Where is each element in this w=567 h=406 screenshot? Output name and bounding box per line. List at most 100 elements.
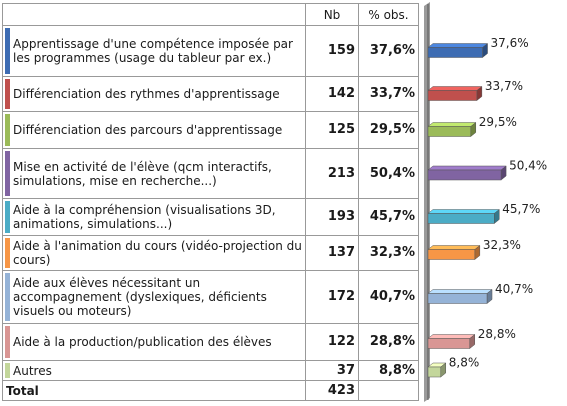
category-cell: Aide à la compréhension (visualisations … (3, 199, 306, 236)
category-cell: Aide à la production/publication des élè… (3, 324, 306, 361)
percent-cell: 32,3% (359, 236, 419, 271)
bar (427, 85, 483, 102)
bar-top (427, 245, 481, 250)
bar (427, 333, 476, 350)
category-label: Aide à la compréhension (visualisations … (13, 203, 276, 231)
bar-front (427, 249, 476, 260)
total-row: Total 423 (3, 381, 419, 401)
total-label: Total (3, 381, 306, 401)
category-label: Aide à la production/publication des élè… (13, 335, 272, 349)
bar-top (427, 165, 507, 171)
bar-value-label: 28,8% (478, 327, 516, 341)
table-row: Aide aux élèves nécessitant un accompagn… (3, 271, 419, 324)
color-stripe (5, 238, 10, 268)
table: Nb% obs. Apprentissage d'une compétence i… (2, 3, 419, 401)
percent-cell: 40,7% (359, 271, 419, 324)
color-stripe (5, 79, 10, 109)
category-cell: Différenciation des parcours d'apprentis… (3, 112, 306, 149)
bar-front (427, 47, 483, 58)
total-value: 423 (306, 381, 359, 401)
color-stripe (5, 326, 10, 358)
table-row: Aide à la production/publication des élè… (3, 324, 419, 361)
bar-top (427, 334, 476, 339)
count-cell: 193 (306, 199, 359, 236)
bar-value-label: 29,5% (479, 115, 517, 129)
color-stripe (5, 114, 10, 146)
bar (427, 288, 493, 305)
percent-cell: 33,7% (359, 77, 419, 112)
bar (427, 121, 477, 138)
bar-top (427, 122, 477, 127)
total-empty (359, 381, 419, 401)
percent-cell: 45,7% (359, 199, 419, 236)
percent-cell: 8,8% (359, 361, 419, 381)
category-label: Aide à l'animation du cours (vidéo-proje… (13, 239, 302, 267)
count-cell: 137 (306, 236, 359, 271)
table-row: Autres 37 8,8% (3, 361, 419, 381)
count-cell: 159 (306, 26, 359, 77)
category-label: Aide aux élèves nécessitant un accompagn… (13, 276, 267, 318)
count-cell: 37 (306, 361, 359, 381)
category-cell: Aide aux élèves nécessitant un accompagn… (3, 271, 306, 324)
percent-cell: 28,8% (359, 324, 419, 361)
color-stripe (5, 201, 10, 233)
header-cell: Nb (306, 4, 359, 26)
color-stripe (5, 151, 10, 196)
table-row: Mise en activité de l'élève (qcm interac… (3, 149, 419, 199)
bar-top (427, 209, 500, 214)
bar-value-label: 32,3% (483, 238, 521, 252)
bar-value-label: 40,7% (495, 282, 533, 296)
category-label: Autres (13, 363, 52, 378)
bar (427, 362, 447, 378)
percent-cell: 50,4% (359, 149, 419, 199)
bar-front (427, 293, 488, 304)
category-cell: Différenciation des rythmes d'apprentiss… (3, 77, 306, 112)
category-cell: Apprentissage d'une compétence imposée p… (3, 26, 306, 77)
category-label: Mise en activité de l'élève (qcm interac… (13, 159, 272, 188)
bar-value-label: 37,6% (491, 36, 529, 50)
bar-front (427, 169, 502, 181)
color-stripe (5, 28, 10, 74)
bar-top (427, 289, 493, 294)
bar (427, 208, 500, 225)
bar (427, 42, 489, 59)
bar-front (427, 213, 495, 224)
bar-value-label: 33,7% (485, 79, 523, 93)
bar (427, 244, 481, 261)
category-cell: Mise en activité de l'élève (qcm interac… (3, 149, 306, 199)
table-row: Différenciation des rythmes d'apprentiss… (3, 77, 419, 112)
category-label: Apprentissage d'une compétence imposée p… (13, 37, 293, 65)
table-row: Aide à l'animation du cours (vidéo-proje… (3, 236, 419, 271)
category-label: Différenciation des parcours d'apprentis… (13, 123, 283, 137)
bar-front (427, 126, 472, 137)
bar-value-label: 50,4% (509, 159, 547, 173)
header-row: Nb% obs. (3, 4, 419, 26)
bar-front (427, 90, 478, 101)
header-cell (3, 4, 306, 26)
bar-value-label: 45,7% (502, 202, 540, 216)
bar (427, 165, 507, 181)
count-cell: 213 (306, 149, 359, 199)
count-cell: 122 (306, 324, 359, 361)
percent-cell: 29,5% (359, 112, 419, 149)
table-row: Apprentissage d'une compétence imposée p… (3, 26, 419, 77)
table-row: Aide à la compréhension (visualisations … (3, 199, 419, 236)
color-stripe (5, 273, 10, 321)
bar-value-label: 8,8% (449, 356, 480, 370)
header-cell: % obs. (359, 4, 419, 26)
color-stripe (5, 363, 10, 378)
category-cell: Aide à l'animation du cours (vidéo-proje… (3, 236, 306, 271)
bar-front (427, 338, 471, 349)
category-label: Différenciation des rythmes d'apprentiss… (13, 87, 280, 101)
table-row: Différenciation des parcours d'apprentis… (3, 112, 419, 149)
count-cell: 125 (306, 112, 359, 149)
count-cell: 142 (306, 77, 359, 112)
bar-front (427, 366, 442, 378)
percent-cell: 37,6% (359, 26, 419, 77)
count-cell: 172 (306, 271, 359, 324)
bar-top (427, 86, 483, 91)
category-cell: Autres (3, 361, 306, 381)
bar-top (427, 43, 489, 48)
